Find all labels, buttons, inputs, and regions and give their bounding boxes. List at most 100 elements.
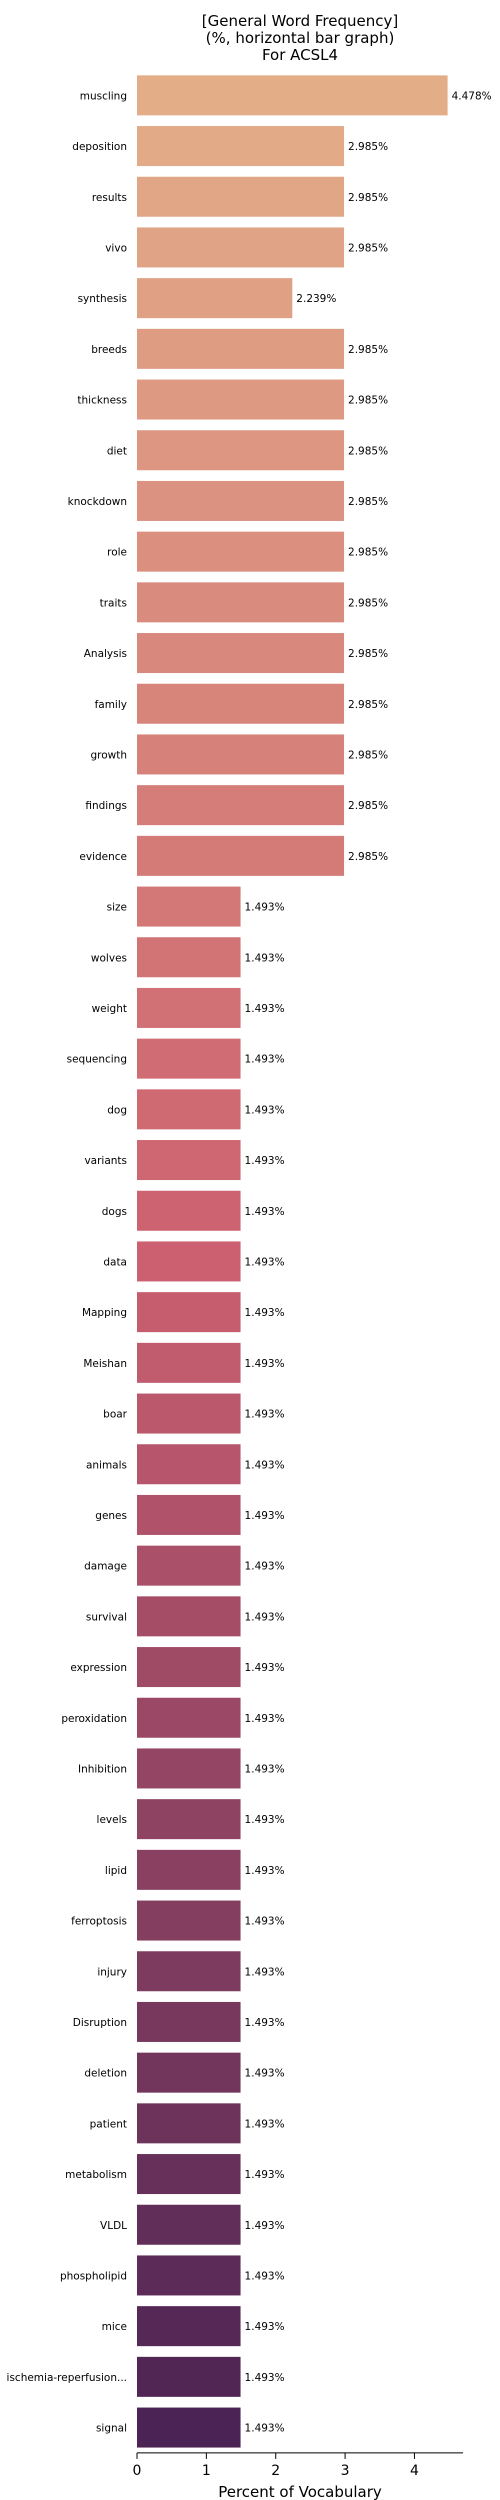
bar	[137, 75, 448, 116]
category-label: vivo	[105, 242, 127, 254]
value-label: 4.478%	[452, 90, 492, 102]
category-label: expression	[70, 1662, 127, 1674]
x-tick-label: 3	[341, 2463, 350, 2479]
value-label: 1.493%	[245, 1966, 285, 1978]
bar	[137, 734, 345, 775]
bar	[137, 1342, 241, 1383]
category-label: weight	[92, 1003, 127, 1015]
bar	[137, 2204, 241, 2245]
bar	[137, 1545, 241, 1586]
value-label: 1.493%	[245, 1916, 285, 1928]
value-label: 1.493%	[245, 1459, 285, 1471]
value-label: 1.493%	[245, 2321, 285, 2333]
bar	[137, 1748, 241, 1789]
category-label: findings	[85, 800, 127, 812]
category-label: deletion	[84, 2068, 127, 2080]
value-label: 1.493%	[245, 1814, 285, 1826]
value-label: 2.985%	[348, 851, 388, 863]
x-tick-label: 2	[271, 2463, 280, 2479]
category-label: phospholipid	[60, 2270, 127, 2282]
value-label: 1.493%	[245, 1155, 285, 1167]
value-label: 1.493%	[245, 1611, 285, 1623]
x-axis-title: Percent of Vocabulary	[218, 2483, 382, 2500]
category-label: lipid	[105, 1865, 127, 1877]
bar	[137, 1444, 241, 1485]
value-label: 1.493%	[245, 2169, 285, 2181]
value-label: 1.493%	[245, 1865, 285, 1877]
value-label: 2.985%	[348, 192, 388, 204]
bar	[137, 1596, 241, 1637]
chart-title-line: For ACSL4	[262, 46, 338, 64]
value-label: 2.985%	[348, 395, 388, 407]
x-tick-label: 4	[410, 2463, 419, 2479]
value-label: 1.493%	[245, 1358, 285, 1370]
value-label: 2.985%	[348, 699, 388, 711]
category-label: variants	[84, 1155, 127, 1167]
category-label: VLDL	[100, 2220, 127, 2232]
category-label: metabolism	[65, 2169, 127, 2181]
category-label: thickness	[77, 395, 127, 407]
bar	[137, 2255, 241, 2296]
value-label: 1.493%	[245, 2423, 285, 2435]
value-label: 1.493%	[245, 2017, 285, 2029]
value-label: 1.493%	[245, 1662, 285, 1674]
category-label: sequencing	[67, 1054, 127, 1066]
value-label: 1.493%	[245, 1003, 285, 1015]
category-label: diet	[107, 445, 127, 457]
bar	[137, 2356, 241, 2397]
bar	[137, 1393, 241, 1434]
value-label: 1.493%	[245, 2220, 285, 2232]
bar	[137, 1241, 241, 1282]
value-label: 1.493%	[245, 2372, 285, 2384]
value-label: 1.493%	[245, 2270, 285, 2282]
bar	[137, 531, 345, 572]
value-label: 1.493%	[245, 1763, 285, 1775]
category-label: Analysis	[84, 648, 127, 660]
category-label: animals	[86, 1459, 127, 1471]
value-label: 2.239%	[296, 293, 336, 305]
bar	[137, 987, 241, 1028]
bar	[137, 1647, 241, 1688]
bar	[137, 633, 345, 674]
category-label: growth	[90, 749, 127, 761]
category-label: boar	[103, 1409, 128, 1421]
category-label: signal	[96, 2423, 127, 2435]
bar	[137, 176, 345, 217]
bar	[137, 2001, 241, 2042]
chart-title-line: [General Word Frequency]	[202, 12, 398, 30]
category-label: injury	[97, 1966, 127, 1978]
category-label: damage	[84, 1561, 127, 1573]
value-label: 1.493%	[245, 2118, 285, 2130]
category-label: traits	[100, 597, 127, 609]
value-label: 1.493%	[245, 1206, 285, 1218]
bar	[137, 1190, 241, 1231]
category-label: levels	[97, 1814, 127, 1826]
category-label: breeds	[91, 344, 127, 356]
bar	[137, 1038, 241, 1079]
value-label: 2.985%	[348, 445, 388, 457]
category-label: patient	[90, 2118, 127, 2130]
value-label: 2.985%	[348, 242, 388, 254]
x-tick-label: 0	[133, 2463, 142, 2479]
category-label: ischemia-reperfusion...	[7, 2372, 127, 2384]
bar	[137, 227, 345, 268]
bar	[137, 2103, 241, 2144]
category-label: mice	[102, 2321, 127, 2333]
value-label: 2.985%	[348, 597, 388, 609]
bar	[137, 937, 241, 978]
value-label: 1.493%	[245, 1307, 285, 1319]
category-label: data	[103, 1256, 127, 1268]
bar	[137, 328, 345, 369]
category-label: results	[92, 192, 127, 204]
bar	[137, 1697, 241, 1738]
x-tick-label: 1	[202, 2463, 211, 2479]
value-label: 1.493%	[245, 1510, 285, 1522]
category-label: role	[107, 547, 127, 559]
value-label: 1.493%	[245, 1561, 285, 1573]
value-label: 2.985%	[348, 496, 388, 508]
bar	[137, 785, 345, 826]
bar	[137, 278, 293, 319]
value-label: 1.493%	[245, 1256, 285, 1268]
value-label: 2.985%	[348, 800, 388, 812]
